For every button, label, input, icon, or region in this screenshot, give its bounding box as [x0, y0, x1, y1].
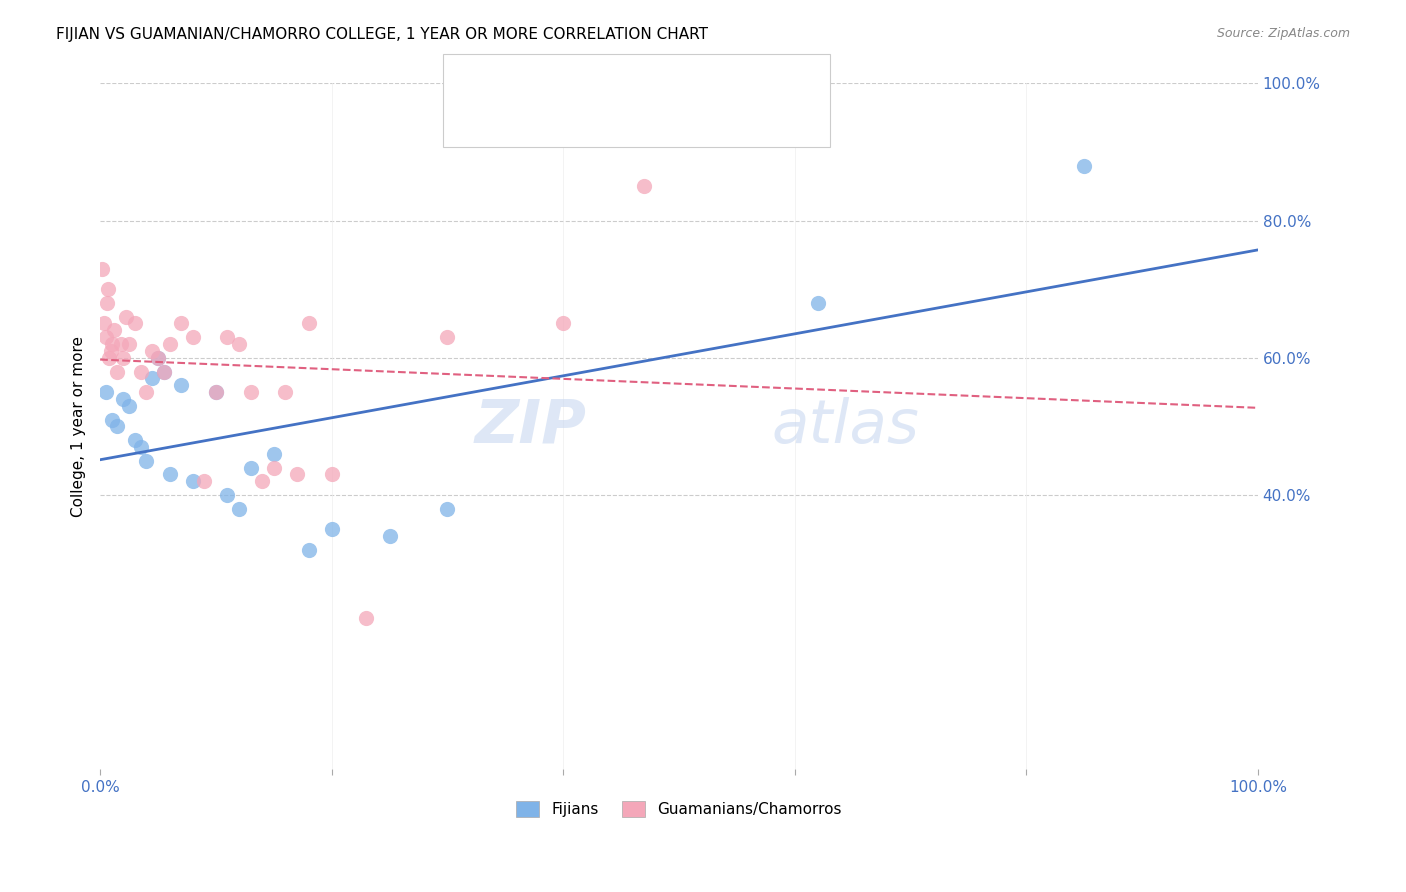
Text: R = 0.660: R = 0.660: [489, 73, 572, 91]
Point: [141, 343, 163, 358]
Point: [181, 475, 204, 489]
Point: [321, 467, 343, 482]
Point: [124, 433, 146, 447]
Point: [633, 179, 655, 194]
Point: [93, 317, 115, 331]
Y-axis label: College, 1 year or more: College, 1 year or more: [72, 336, 86, 516]
Point: [114, 310, 136, 324]
Point: [205, 385, 228, 400]
Point: [103, 323, 125, 337]
Point: [129, 364, 152, 378]
Point: [91, 261, 114, 276]
Point: [263, 460, 285, 475]
Point: [159, 467, 181, 482]
Point: [100, 337, 122, 351]
Point: [321, 522, 343, 536]
Point: [135, 385, 157, 400]
Point: [239, 460, 262, 475]
Point: [146, 351, 169, 365]
Point: [107, 364, 129, 378]
Point: [118, 399, 141, 413]
Point: [553, 317, 575, 331]
Point: [170, 378, 193, 392]
Text: N = 25: N = 25: [644, 73, 702, 91]
Point: [807, 296, 830, 310]
Point: [436, 501, 458, 516]
Point: [98, 351, 121, 365]
Point: [94, 330, 117, 344]
Text: atlas: atlas: [772, 397, 920, 456]
Point: [100, 343, 122, 358]
Point: [112, 392, 135, 406]
Text: N = 38: N = 38: [644, 109, 702, 127]
Point: [205, 385, 228, 400]
Point: [118, 337, 141, 351]
Point: [250, 475, 273, 489]
Point: [96, 296, 118, 310]
Point: [146, 351, 169, 365]
Point: [159, 337, 181, 351]
Point: [228, 501, 250, 516]
Point: [436, 330, 458, 344]
Point: [107, 419, 129, 434]
Point: [153, 364, 176, 378]
Point: [110, 337, 132, 351]
Point: [297, 542, 319, 557]
Point: [97, 282, 120, 296]
Text: FIJIAN VS GUAMANIAN/CHAMORRO COLLEGE, 1 YEAR OR MORE CORRELATION CHART: FIJIAN VS GUAMANIAN/CHAMORRO COLLEGE, 1 …: [56, 27, 709, 42]
Point: [94, 385, 117, 400]
Point: [239, 385, 262, 400]
Point: [285, 467, 308, 482]
Point: [378, 529, 401, 543]
Point: [112, 351, 135, 365]
Point: [181, 330, 204, 344]
Point: [100, 412, 122, 426]
Point: [124, 317, 146, 331]
Point: [297, 317, 319, 331]
Point: [228, 337, 250, 351]
Point: [263, 447, 285, 461]
Text: Source: ZipAtlas.com: Source: ZipAtlas.com: [1216, 27, 1350, 40]
Text: R =   0.137: R = 0.137: [489, 109, 583, 127]
Legend: Fijians, Guamanians/Chamorros: Fijians, Guamanians/Chamorros: [510, 795, 848, 823]
Point: [170, 317, 193, 331]
Point: [153, 364, 176, 378]
Point: [1073, 159, 1095, 173]
Point: [135, 453, 157, 467]
Text: ZIP: ZIP: [474, 397, 586, 456]
Point: [217, 330, 239, 344]
Point: [141, 371, 163, 385]
Point: [217, 488, 239, 502]
Point: [274, 385, 297, 400]
Point: [129, 440, 152, 454]
Point: [356, 611, 378, 625]
Point: [193, 475, 215, 489]
